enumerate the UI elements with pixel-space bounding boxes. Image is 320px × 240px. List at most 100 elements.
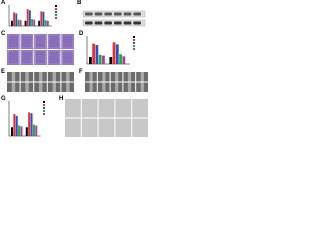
wound-gap (66, 72, 70, 82)
band (85, 12, 93, 16)
bar (44, 20, 47, 26)
legend-swatch (133, 39, 135, 41)
bar (30, 113, 33, 136)
wound-gap (38, 82, 43, 92)
membrane-spots (34, 50, 47, 65)
image-tile (47, 50, 61, 65)
panel-label: B (77, 0, 82, 6)
bar (32, 124, 35, 136)
bar (11, 127, 14, 136)
bar (35, 125, 38, 136)
image-tile (20, 50, 34, 65)
wound-gap (11, 82, 16, 92)
bar (11, 20, 13, 26)
band (114, 12, 122, 16)
wound-gap (66, 82, 70, 92)
bar (20, 126, 23, 136)
bar (115, 44, 119, 64)
panel-label: F (79, 69, 83, 75)
wound-gap (140, 72, 144, 82)
bar (46, 20, 49, 26)
bar (89, 57, 92, 64)
image-tile (34, 34, 47, 49)
image-tile (7, 50, 20, 65)
wound-gap (25, 72, 29, 82)
bar (18, 125, 21, 136)
wound-gap (127, 72, 132, 82)
bar (33, 19, 36, 26)
legend-swatch (55, 11, 57, 13)
bar (26, 9, 29, 26)
panel-label: C (1, 31, 6, 37)
wound-gap (38, 72, 43, 82)
band (85, 21, 93, 25)
image-tile (81, 118, 98, 137)
legend-swatch (43, 107, 45, 109)
legend-swatch (43, 104, 45, 106)
legend-swatch (55, 8, 57, 10)
image-tile (61, 50, 74, 65)
image-tile (115, 118, 132, 137)
membrane-spots (7, 34, 19, 49)
band (123, 21, 132, 25)
legend-swatch (55, 14, 57, 16)
band (133, 12, 141, 16)
wound-gap (115, 82, 119, 92)
wound-gap (127, 82, 132, 92)
band (104, 12, 112, 16)
wound-gap (89, 72, 93, 82)
bar (15, 115, 18, 136)
legend-swatch (133, 45, 135, 47)
membrane-spots (34, 34, 47, 49)
band (133, 21, 141, 25)
panel-label: G (1, 96, 6, 102)
panel-label: E (1, 69, 5, 75)
bar (112, 42, 116, 64)
image-tile (132, 118, 148, 137)
bar (17, 19, 20, 26)
panel-label: D (79, 31, 84, 37)
membrane-spots (21, 50, 33, 65)
bar (24, 20, 27, 26)
figure: A B C D E F G H (1, 0, 148, 137)
wound-gap (25, 82, 29, 92)
bar (28, 112, 31, 136)
bar (102, 55, 105, 64)
panel-label: A (1, 0, 6, 6)
image-tile (132, 99, 148, 118)
band (94, 12, 103, 16)
image-tile (20, 34, 34, 49)
wound-gap (11, 72, 16, 82)
wound-gap (102, 72, 106, 82)
bar (122, 56, 126, 64)
image-tile (7, 34, 20, 49)
wound-gap (115, 72, 119, 82)
bar (40, 11, 43, 26)
bar (95, 45, 99, 64)
legend-swatch (43, 113, 45, 115)
legend-swatch (55, 17, 57, 19)
wound-gap (52, 82, 56, 92)
legend-swatch (43, 101, 45, 103)
bar (31, 19, 33, 26)
membrane-spots (62, 34, 74, 49)
band (94, 21, 103, 25)
legend-swatch (133, 36, 135, 38)
membrane-spots (48, 50, 60, 65)
bar (92, 43, 96, 64)
band (104, 21, 112, 25)
membrane-spots (7, 50, 19, 65)
legend-swatch (55, 5, 57, 7)
legend-swatch (43, 110, 45, 112)
panel-label: H (59, 96, 63, 102)
membrane-spots (62, 50, 74, 65)
bar (13, 114, 16, 136)
wound-gap (140, 82, 144, 92)
band (123, 12, 132, 16)
legend-swatch (133, 48, 135, 50)
bar (98, 54, 102, 64)
wound-gap (52, 72, 56, 82)
bar (13, 12, 16, 26)
image-tile (65, 118, 81, 137)
bar (119, 54, 122, 64)
